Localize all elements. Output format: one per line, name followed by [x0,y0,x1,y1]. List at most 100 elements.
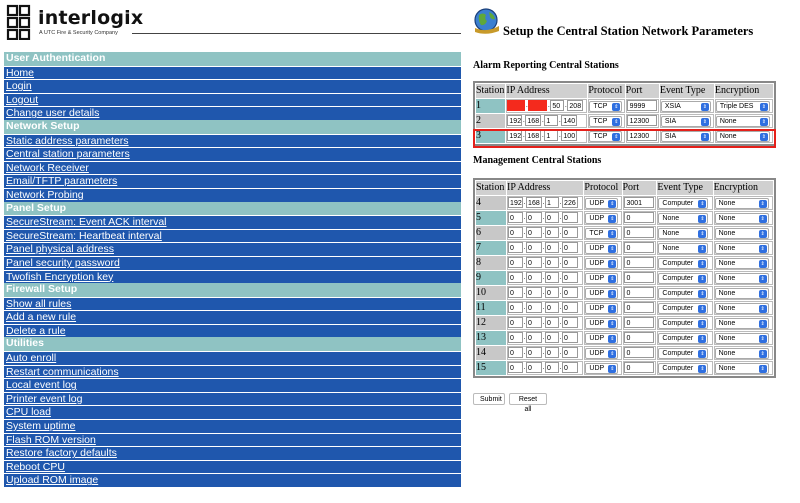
nav-link-show-all-rules[interactable]: Show all rules [4,296,461,311]
event-type-select[interactable]: Computer ⇕ [658,302,709,314]
event-type-select[interactable]: Computer ⇕ [658,347,709,359]
nav-link-add-a-new-rule[interactable]: Add a new rule [4,310,461,324]
nav-link-cpu-load[interactable]: CPU load [4,405,461,420]
event-type-select[interactable]: Computer ⇕ [658,197,709,209]
encryption-select[interactable]: None ⇕ [714,347,769,359]
ip-octet-4[interactable]: 0 [562,302,579,314]
protocol-select[interactable]: UDP ⇕ [585,317,619,329]
nav-link-home[interactable]: Home [4,65,461,80]
event-type-select[interactable]: Computer ⇕ [658,272,709,284]
nav-link-securestream-heartbeat-interval[interactable]: SecureStream: Heartbeat interval [4,228,461,243]
ip-octet-1[interactable]: 0 [508,242,524,254]
protocol-select[interactable]: UDP ⇕ [585,347,619,359]
nav-link-twofish-encryption-key[interactable]: Twofish Encryption key [4,269,461,284]
nav-link-local-event-log[interactable]: Local event log [4,378,461,392]
ip-octet-3[interactable]: 1 [545,197,560,209]
submit-button[interactable]: Submit [473,393,505,405]
nav-link-logout[interactable]: Logout [4,92,461,107]
ip-octet-4[interactable]: 0 [562,362,579,374]
encryption-select[interactable]: None ⇕ [714,227,769,239]
ip-octet-1[interactable]: 192 [507,130,523,142]
event-type-select[interactable]: XSIA ⇕ [660,100,711,112]
ip-octet-1[interactable]: 0 [508,347,524,359]
encryption-select[interactable]: None ⇕ [714,317,769,329]
ip-octet-2[interactable]: 0 [526,332,543,344]
ip-octet-4[interactable]: 0 [562,317,579,329]
nav-link-restore-factory-defaults[interactable]: Restore factory defaults [4,446,461,460]
nav-link-network-receiver[interactable]: Network Receiver [4,160,461,175]
protocol-select[interactable]: UDP ⇕ [585,302,619,314]
ip-octet-redacted[interactable] [507,100,526,112]
protocol-select[interactable]: UDP ⇕ [585,287,619,299]
ip-octet-4[interactable]: 0 [562,272,579,284]
ip-octet-1[interactable]: 0 [508,227,524,239]
port-input[interactable]: 0 [623,257,654,269]
ip-octet-1[interactable]: 192 [508,197,524,209]
event-type-select[interactable]: None ⇕ [658,227,709,239]
nav-link-central-station-parameters[interactable]: Central station parameters [4,147,461,161]
ip-octet-4[interactable]: 0 [562,242,579,254]
ip-octet-1[interactable]: 0 [508,257,524,269]
ip-octet-2[interactable]: 168 [525,115,542,127]
encryption-select[interactable]: None ⇕ [714,242,769,254]
nav-link-network-probing[interactable]: Network Probing [4,187,461,202]
encryption-select[interactable]: None ⇕ [715,130,770,142]
ip-octet-4[interactable]: 140 [561,115,578,127]
nav-link-panel-physical-address[interactable]: Panel physical address [4,242,461,256]
encryption-select[interactable]: None ⇕ [714,332,769,344]
event-type-select[interactable]: Computer ⇕ [658,257,709,269]
ip-octet-3[interactable]: 0 [545,362,560,374]
protocol-select[interactable]: UDP ⇕ [585,212,619,224]
protocol-select[interactable]: TCP ⇕ [585,227,619,239]
ip-octet-1[interactable]: 0 [508,317,524,329]
port-input[interactable]: 0 [623,332,654,344]
encryption-select[interactable]: None ⇕ [714,287,769,299]
ip-octet-3[interactable]: 0 [545,317,560,329]
protocol-select[interactable]: UDP ⇕ [585,362,619,374]
ip-octet-4[interactable]: 0 [562,257,579,269]
ip-octet-2[interactable]: 168 [526,197,543,209]
event-type-select[interactable]: SIA ⇕ [660,115,711,127]
port-input[interactable]: 0 [623,242,654,254]
port-input[interactable]: 0 [623,362,654,374]
ip-octet-4[interactable]: 208 [567,100,584,112]
encryption-select[interactable]: None ⇕ [714,257,769,269]
ip-octet-3[interactable]: 0 [545,257,560,269]
ip-octet-1[interactable]: 0 [508,272,524,284]
port-input[interactable]: 12300 [626,115,657,127]
ip-octet-1[interactable]: 0 [508,212,524,224]
ip-octet-3[interactable]: 0 [545,347,560,359]
nav-link-auto-enroll[interactable]: Auto enroll [4,351,461,365]
port-input[interactable]: 0 [623,227,654,239]
ip-octet-4[interactable]: 0 [562,212,579,224]
ip-octet-2[interactable]: 0 [526,317,543,329]
protocol-select[interactable]: TCP ⇕ [589,115,623,127]
ip-octet-2[interactable]: 0 [526,227,543,239]
port-input[interactable]: 0 [623,317,654,329]
ip-octet-2[interactable]: 0 [526,242,543,254]
ip-octet-1[interactable]: 0 [508,332,524,344]
nav-link-reboot-cpu[interactable]: Reboot CPU [4,459,461,474]
port-input[interactable]: 0 [623,302,654,314]
protocol-select[interactable]: UDP ⇕ [585,272,619,284]
event-type-select[interactable]: Computer ⇕ [658,362,709,374]
port-input[interactable]: 0 [623,287,654,299]
protocol-select[interactable]: UDP ⇕ [585,242,619,254]
port-input[interactable]: 12300 [626,130,657,142]
nav-link-restart-communications[interactable]: Restart communications [4,364,461,379]
ip-octet-4[interactable]: 100 [561,130,578,142]
nav-link-change-user-details[interactable]: Change user details [4,106,461,120]
ip-octet-2[interactable]: 0 [526,362,543,374]
port-input[interactable]: 0 [623,212,654,224]
nav-link-static-address-parameters[interactable]: Static address parameters [4,133,461,148]
nav-link-securestream-event-ack-interval[interactable]: SecureStream: Event ACK interval [4,215,461,229]
nav-link-system-uptime[interactable]: System uptime [4,419,461,433]
protocol-select[interactable]: TCP ⇕ [589,100,623,112]
ip-octet-3[interactable]: 1 [544,130,559,142]
protocol-select[interactable]: TCP ⇕ [589,130,623,142]
nav-link-flash-rom-version[interactable]: Flash ROM version [4,432,461,447]
ip-octet-4[interactable]: 226 [562,197,579,209]
nav-link-delete-a-rule[interactable]: Delete a rule [4,323,461,338]
event-type-select[interactable]: None ⇕ [658,242,709,254]
ip-octet-4[interactable]: 0 [562,287,579,299]
